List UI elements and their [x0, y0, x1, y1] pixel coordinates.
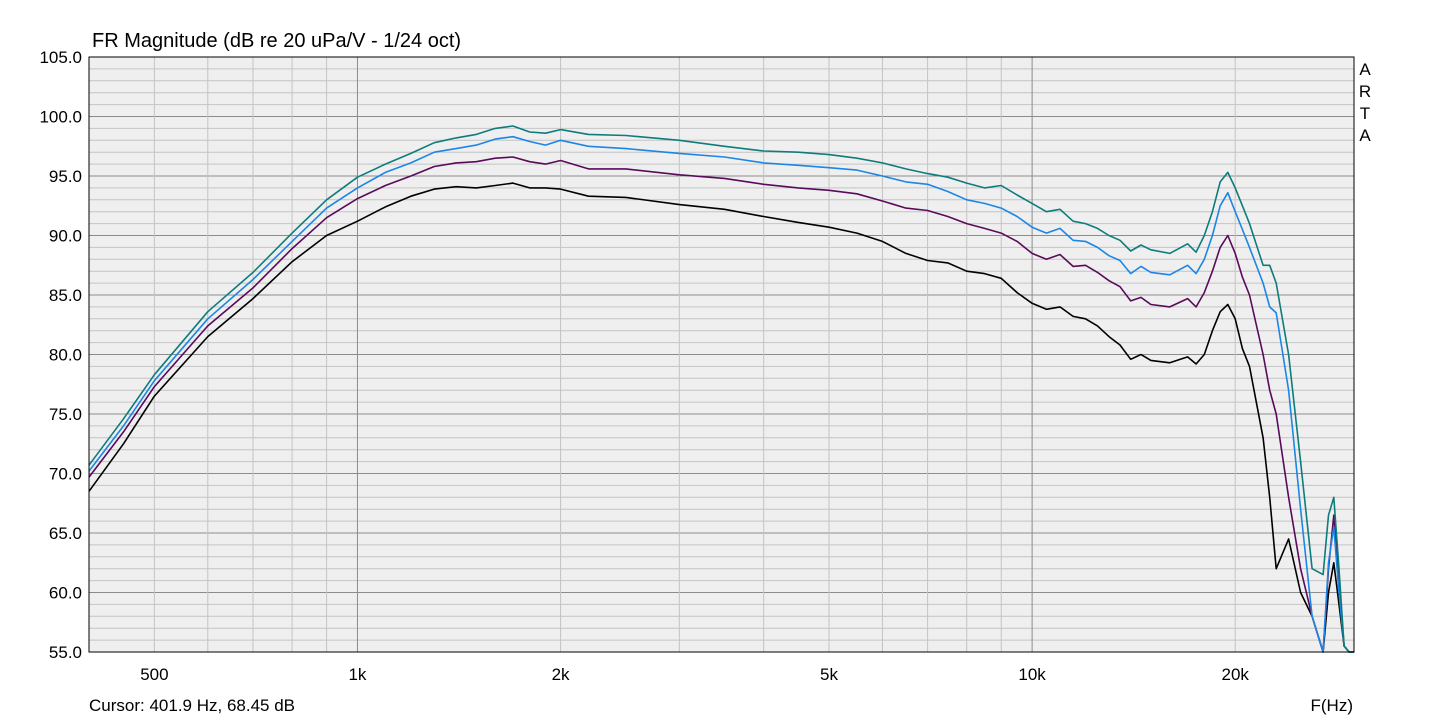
y-tick-label: 80.0 [49, 346, 82, 365]
x-axis-labels: 500 1k 2k 5k 10k 20k [140, 665, 1249, 684]
x-tick-label: 20k [1221, 665, 1249, 684]
x-tick-label: 1k [348, 665, 366, 684]
y-tick-label: 90.0 [49, 227, 82, 246]
grid [88, 56, 1355, 653]
watermark-letter: A [1359, 60, 1371, 79]
x-axis-label: F(Hz) [1311, 696, 1353, 715]
cursor-readout: Cursor: 401.9 Hz, 68.45 dB [89, 696, 295, 715]
series-line-blue [88, 135, 1354, 653]
y-tick-label: 60.0 [49, 584, 82, 603]
y-tick-label: 105.0 [39, 48, 82, 67]
x-tick-label: 10k [1018, 665, 1046, 684]
series-line-purple [88, 156, 1354, 653]
y-tick-label: 55.0 [49, 643, 82, 662]
series-group [88, 125, 1354, 653]
plot-frame [88, 56, 1355, 653]
y-tick-label: 95.0 [49, 167, 82, 186]
series-line-teal [88, 125, 1354, 653]
watermark-letter: R [1359, 82, 1371, 101]
watermark-letter: T [1360, 104, 1370, 123]
x-tick-label: 2k [552, 665, 570, 684]
series-line-black [88, 182, 1354, 653]
x-tick-label: 500 [140, 665, 168, 684]
y-tick-label: 100.0 [39, 108, 82, 127]
y-tick-label: 70.0 [49, 465, 82, 484]
y-tick-label: 65.0 [49, 524, 82, 543]
y-tick-label: 85.0 [49, 286, 82, 305]
y-axis-labels: 105.0 100.0 95.0 90.0 85.0 80.0 75.0 70.0 65.0 60… [39, 48, 82, 662]
y-tick-label: 75.0 [49, 405, 82, 424]
chart-title: FR Magnitude (dB re 20 uPa/V - 1/24 oct) [92, 30, 461, 52]
x-tick-label: 5k [820, 665, 838, 684]
watermark-letter: A [1359, 126, 1371, 145]
